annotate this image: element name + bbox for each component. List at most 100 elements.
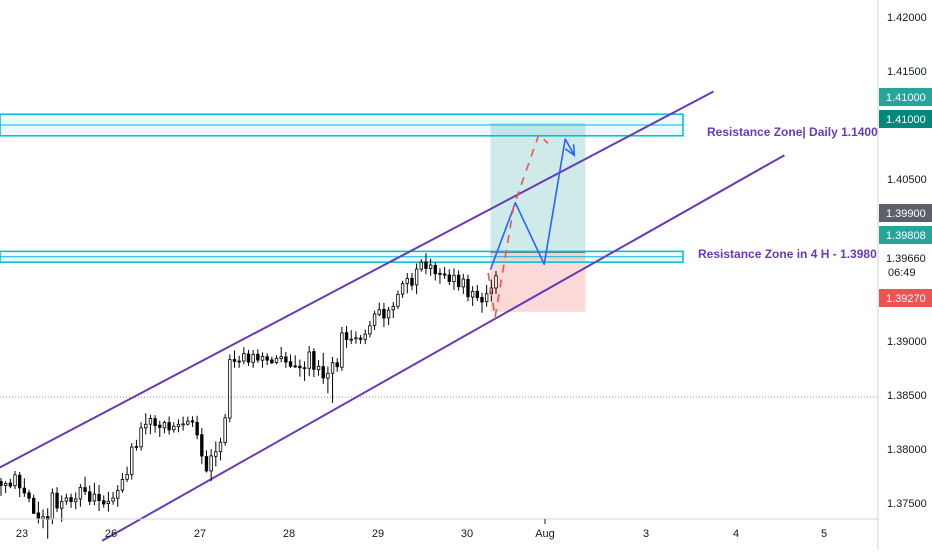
- candle-body: [470, 291, 475, 298]
- profit-zone[interactable]: [490, 122, 586, 253]
- candle-body: [256, 353, 260, 361]
- candle-body: [480, 296, 484, 303]
- x-tick-label: 30: [461, 528, 473, 540]
- x-tick-label: 4: [733, 528, 739, 540]
- candle-body: [354, 337, 358, 340]
- price-badge-label: 1.39660: [886, 253, 926, 265]
- x-tick-label: Aug: [535, 528, 555, 540]
- candle-body: [484, 293, 489, 303]
- candle: [452, 268, 456, 290]
- candle: [153, 415, 157, 433]
- candle: [316, 360, 321, 376]
- channel-lower-line[interactable]: [101, 154, 785, 542]
- candle-body: [130, 446, 134, 475]
- price-badge-bg: [879, 249, 932, 267]
- candle: [312, 348, 316, 378]
- candle-body: [438, 272, 442, 275]
- candle: [218, 437, 223, 461]
- zone-label-4h: Resistance Zone in 4 H - 1.3980: [698, 247, 877, 261]
- price-channel[interactable]: [0, 90, 785, 542]
- candle: [372, 310, 377, 331]
- candle-body: [162, 422, 167, 429]
- candle-body: [316, 365, 321, 371]
- candle-body: [223, 417, 227, 443]
- candle: [237, 355, 241, 368]
- candle-body: [363, 333, 367, 340]
- candle: [214, 441, 218, 467]
- price-badge-label: 1.39270: [886, 293, 926, 305]
- candle: [0, 477, 3, 496]
- candle: [64, 493, 69, 505]
- candle-body: [13, 474, 17, 487]
- candle-body: [134, 446, 139, 448]
- candle: [298, 359, 302, 377]
- x-tick-label: 23: [16, 528, 28, 540]
- candle: [349, 330, 353, 344]
- zone-label-daily: Resistance Zone| Daily 1.1400: [707, 125, 878, 139]
- candle: [27, 489, 31, 503]
- x-tick-label: 27: [194, 528, 206, 540]
- y-tick-label: 1.37500: [887, 498, 927, 510]
- candle-body: [344, 332, 349, 340]
- candle: [494, 271, 498, 294]
- candle-body: [74, 498, 78, 503]
- candle: [265, 353, 269, 365]
- price-badge: 1.41000: [879, 88, 932, 106]
- candle: [410, 272, 414, 291]
- candle: [284, 351, 288, 368]
- candle-body: [377, 309, 381, 315]
- candle-body: [251, 353, 255, 363]
- candle-body: [396, 294, 400, 307]
- resistance-zones[interactable]: [0, 113, 684, 263]
- candle: [111, 491, 115, 505]
- candle: [354, 331, 358, 344]
- projection-paths[interactable]: [487, 133, 576, 318]
- candle-body: [391, 306, 395, 311]
- projection-solid-path[interactable]: [489, 138, 575, 270]
- candle-body: [461, 278, 465, 288]
- candle: [242, 347, 246, 365]
- candle-body: [3, 482, 8, 486]
- projection-dashed-path[interactable]: [487, 133, 549, 318]
- candle: [190, 416, 195, 427]
- candle: [456, 270, 461, 291]
- candle: [83, 476, 87, 496]
- price-badge: 1.39900: [879, 204, 932, 222]
- price-badge-bg: [879, 204, 932, 222]
- candle: [335, 358, 339, 372]
- candle-body: [466, 279, 470, 298]
- candle: [139, 422, 143, 451]
- candle: [405, 272, 409, 294]
- candle: [232, 350, 237, 368]
- price-badge: 1.39808: [879, 226, 932, 244]
- candle-body: [242, 353, 246, 362]
- candle: [368, 320, 372, 338]
- candle-body: [36, 512, 41, 519]
- candle: [344, 325, 349, 348]
- x-tick-label: 29: [372, 528, 384, 540]
- candle: [428, 258, 433, 276]
- candle-body: [153, 418, 157, 426]
- candle-body: [260, 356, 265, 361]
- candle-body: [204, 456, 209, 472]
- candle: [470, 286, 475, 306]
- candle-body: [442, 273, 447, 276]
- candle: [293, 355, 297, 368]
- candle: [288, 354, 293, 368]
- price-badge-label: 1.39808: [886, 230, 926, 242]
- channel-upper-line[interactable]: [0, 90, 714, 480]
- candle: [8, 478, 13, 489]
- candle-body: [102, 500, 106, 505]
- candle-body: [228, 359, 232, 419]
- y-tick-label: 1.40500: [887, 174, 927, 186]
- candle-body: [428, 264, 433, 269]
- candle-body: [139, 427, 143, 448]
- candle: [209, 449, 213, 482]
- candle-body: [382, 308, 386, 319]
- candle: [167, 416, 171, 435]
- candle: [120, 472, 125, 493]
- candle: [340, 326, 344, 371]
- candle-body: [293, 365, 297, 368]
